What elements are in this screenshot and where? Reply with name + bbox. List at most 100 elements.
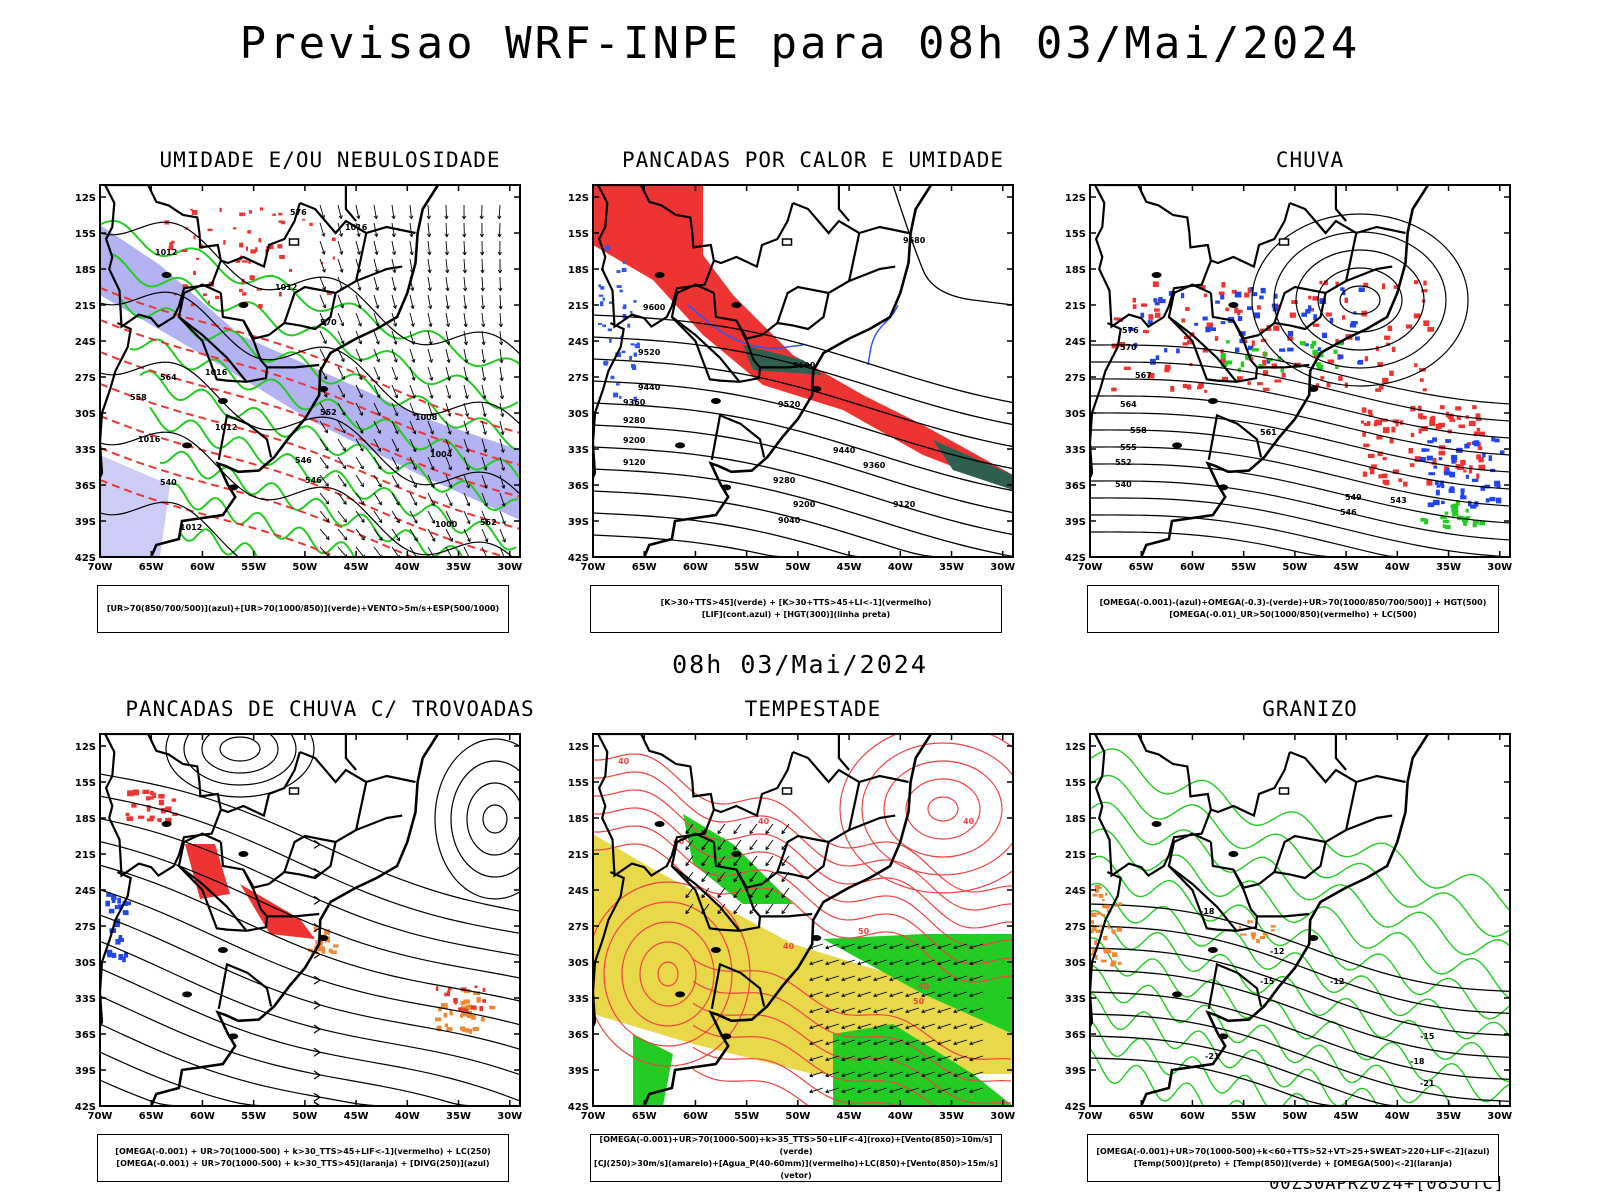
legend-box: [OMEGA(-0.001) + UR>70(1000-500) + k>30_… [97, 1134, 509, 1182]
omega-blue [1259, 295, 1264, 300]
wind-vector [391, 456, 399, 470]
wind-vector [464, 395, 469, 399]
wind-vector [873, 991, 888, 997]
humidity-contour-green [139, 370, 519, 512]
divergence-blue [118, 954, 124, 959]
wind-vector [463, 474, 470, 489]
wind-vector [841, 975, 856, 981]
lat-tick-label: 33S [568, 445, 589, 456]
wind-vector [701, 846, 706, 851]
wind-vector [411, 340, 416, 345]
wind-vector [502, 538, 506, 543]
wind-vector [392, 251, 397, 256]
lake [731, 851, 742, 857]
wind-vector [921, 1055, 936, 1061]
wind-vector [765, 887, 774, 898]
wind-vector [905, 959, 920, 965]
omega-blue [1260, 287, 1266, 294]
wind-vector [889, 1071, 904, 1077]
wind-vector [463, 330, 467, 345]
height-contour-black [593, 424, 1013, 514]
streamline-eddy [434, 738, 520, 900]
contour-label: 558 [130, 393, 147, 402]
wind-vector [355, 240, 361, 255]
rain-red [1393, 285, 1400, 289]
wind-vector [873, 1025, 878, 1030]
wind-vector [337, 492, 347, 505]
rain-red [1369, 413, 1373, 417]
wind-vector [857, 945, 862, 950]
wind-vector [445, 294, 449, 309]
wind-vector [395, 448, 399, 452]
wind-vector [463, 384, 468, 399]
humidity-band-blue [100, 225, 520, 520]
rain-red [1154, 308, 1160, 312]
rain-red [1468, 469, 1473, 474]
wind-vector [749, 830, 754, 835]
wind-vector [373, 366, 380, 381]
omega-orange [1250, 932, 1256, 937]
omega-green [1472, 519, 1479, 525]
map-content [100, 734, 520, 1106]
omega-green [1316, 362, 1321, 367]
lifted-index-blue [623, 304, 627, 310]
wind-vector [937, 1089, 942, 1094]
wind-vector [464, 412, 469, 417]
wind-vector [905, 1057, 910, 1062]
isobar-red [593, 881, 751, 1067]
country-border [735, 869, 763, 889]
rain-red [1382, 456, 1387, 461]
thunder-red [479, 1006, 484, 1012]
wind-vector [717, 823, 726, 834]
wind-vector [905, 1039, 920, 1045]
wind-vector [857, 977, 862, 982]
temp850-green [1090, 828, 1510, 1000]
lon-tick-label: 65W [632, 1111, 657, 1122]
wind-vector [319, 204, 325, 219]
wind-vector [373, 294, 379, 309]
wind-vector [463, 510, 471, 524]
wind-vector [501, 484, 506, 489]
lake [217, 398, 228, 404]
wind-vector [825, 1009, 830, 1014]
wind-vector [733, 910, 738, 915]
wind-vector [905, 1073, 910, 1078]
lon-tick-label: 45W [837, 1111, 862, 1122]
wind-vector [905, 1007, 920, 1013]
wind-vector [809, 1055, 824, 1061]
lake [238, 302, 249, 308]
thickness-speckle [278, 292, 282, 297]
wind-vector [427, 492, 435, 506]
thickness-speckle [219, 207, 222, 213]
wind-vector [921, 1073, 926, 1078]
omega-blue [1449, 486, 1455, 492]
rain-red [1182, 342, 1188, 346]
wind-vector [498, 222, 501, 238]
wind-vector [360, 518, 365, 523]
coastline [150, 734, 440, 1106]
wind-vector [497, 233, 502, 238]
convection-area-red [593, 185, 1013, 490]
lon-tick-label: 60W [1180, 1111, 1205, 1122]
wind-vector [701, 839, 710, 850]
wind-vector [889, 945, 894, 950]
rain-red [1111, 343, 1118, 349]
rain-red [1375, 419, 1383, 426]
omega-green [1226, 340, 1230, 344]
lat-tick-label: 36S [1065, 1030, 1086, 1041]
wind-vector [921, 961, 926, 966]
omega-blue [1158, 297, 1163, 301]
wind-vector [483, 466, 488, 471]
omega-blue [1432, 437, 1437, 442]
omega-blue [1340, 287, 1345, 291]
rain-red [1362, 432, 1366, 437]
contour-label: -18 [1200, 907, 1215, 916]
wind-vector [373, 492, 382, 506]
wind-vector [340, 340, 345, 345]
wind-vector [937, 961, 942, 966]
wind-vector [841, 1039, 856, 1045]
rain-red [1204, 389, 1208, 393]
wind-vector [905, 943, 920, 949]
wind-vector [427, 258, 431, 273]
rain-red [1281, 372, 1286, 378]
